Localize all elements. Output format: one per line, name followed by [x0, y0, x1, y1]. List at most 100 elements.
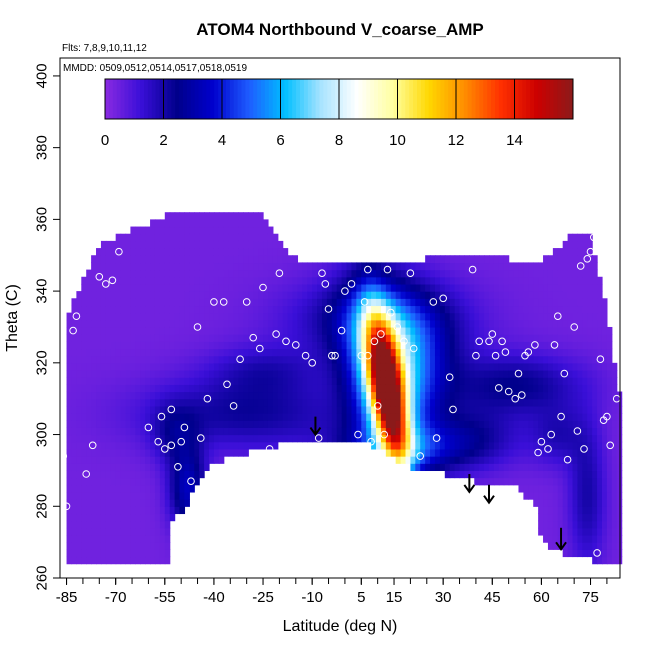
field-cell-1097 — [184, 226, 190, 235]
field-cell-143 — [81, 319, 87, 328]
field-cell-1052 — [179, 255, 186, 264]
field-cell-3342 — [547, 276, 554, 285]
field-cell-1314 — [213, 248, 220, 256]
field-cell-156 — [86, 513, 92, 522]
field-cell-1766 — [282, 283, 289, 292]
field-cell-1283 — [209, 219, 215, 228]
field-cell-987 — [174, 420, 181, 428]
field-cell-2042 — [336, 305, 343, 314]
field-cell-2187 — [366, 341, 372, 350]
field-cell-3343 — [547, 269, 554, 278]
field-cell-1991 — [326, 312, 333, 321]
field-cell-1352 — [218, 226, 225, 235]
field-cell-1189 — [199, 384, 205, 393]
field-cell-2274 — [380, 283, 387, 292]
field-cell-3787 — [601, 520, 608, 529]
field-cell-2805 — [469, 276, 475, 285]
field-cell-975 — [174, 506, 181, 515]
field-cell-2008 — [331, 370, 338, 378]
field-cell-3162 — [528, 477, 534, 486]
field-cell-2812 — [474, 456, 480, 464]
field-cell-3808 — [601, 370, 608, 378]
field-cell-3243 — [538, 413, 544, 421]
field-cell-2908 — [489, 456, 495, 464]
x-tick-label-7: 15 — [386, 589, 403, 606]
field-cell-947 — [169, 405, 176, 414]
field-cell-447 — [115, 312, 122, 321]
field-cell-3507 — [567, 312, 574, 321]
field-cell-3131 — [523, 463, 529, 472]
flight-point-96 — [570, 323, 579, 331]
field-cell-3806 — [601, 384, 608, 393]
field-cell-1707 — [272, 298, 279, 307]
field-cell-2258 — [380, 398, 387, 407]
field-cell-1813 — [292, 326, 299, 335]
field-cell-167 — [86, 434, 92, 443]
field-cell-261 — [96, 362, 102, 371]
field-cell-2806 — [469, 269, 475, 278]
field-cell-3186 — [528, 305, 534, 314]
field-cell-2363 — [400, 434, 407, 443]
field-cell-2947 — [493, 405, 500, 414]
field-cell-374 — [110, 513, 117, 522]
field-cell-1677 — [267, 291, 274, 299]
field-cell-2285 — [385, 398, 392, 407]
field-cell-2535 — [430, 448, 436, 457]
field-cell-3588 — [577, 377, 583, 385]
field-cell-762 — [150, 391, 156, 400]
field-cell-3364 — [552, 413, 559, 421]
field-cell-1925 — [317, 427, 323, 436]
field-cell-719 — [145, 362, 151, 371]
field-cell-2670 — [449, 355, 456, 364]
field-cell-3213 — [533, 355, 539, 364]
field-cell-3800 — [601, 427, 608, 436]
field-cell-528 — [125, 391, 132, 400]
field-cell-3529 — [572, 477, 579, 486]
field-cell-3393 — [557, 506, 564, 515]
field-cell-2415 — [405, 262, 412, 271]
field-cell-1666 — [267, 370, 274, 378]
field-cell-245 — [96, 477, 102, 486]
field-cell-2560 — [430, 269, 436, 278]
field-cell-3030 — [503, 269, 510, 278]
field-cell-2611 — [439, 334, 446, 342]
field-cell-1491 — [243, 448, 249, 457]
field-cell-2365 — [400, 420, 407, 428]
field-cell-1393 — [228, 420, 235, 428]
field-cell-2265 — [380, 348, 387, 357]
field-cell-1869 — [302, 291, 308, 299]
field-cell-2439 — [410, 298, 416, 307]
field-cell-34 — [66, 312, 73, 321]
field-cell-966 — [169, 269, 176, 278]
field-cell-484 — [120, 377, 127, 385]
field-cell-2267 — [380, 334, 387, 342]
field-cell-1326 — [218, 413, 225, 421]
field-cell-2884 — [484, 398, 490, 407]
field-cell-1932 — [317, 377, 323, 385]
field-cell-3682 — [587, 348, 593, 357]
field-cell-3416 — [557, 341, 564, 350]
field-cell-1913 — [312, 334, 318, 342]
field-cell-2088 — [346, 334, 353, 342]
field-cell-1380 — [223, 269, 230, 278]
field-cell-2488 — [420, 362, 426, 371]
field-cell-469 — [120, 484, 127, 493]
field-cell-909 — [164, 370, 171, 378]
field-cell-1976 — [326, 420, 333, 428]
field-cell-2059 — [341, 362, 348, 371]
field-cell-377 — [110, 491, 117, 500]
field-cell-2251 — [380, 448, 387, 457]
field-cell-3715 — [592, 441, 598, 450]
field-cell-3299 — [543, 291, 549, 299]
field-cell-712 — [145, 413, 151, 421]
field-cell-1018 — [179, 499, 186, 507]
field-cell-3259 — [538, 298, 544, 307]
field-cell-1647 — [263, 276, 269, 285]
field-cell-425 — [115, 470, 122, 479]
field-cell-758 — [150, 420, 156, 428]
field-cell-3549 — [572, 334, 579, 342]
field-cell-992 — [174, 384, 181, 393]
field-cell-1451 — [233, 248, 240, 256]
field-cell-3819 — [606, 556, 613, 565]
field-cell-799 — [154, 470, 161, 479]
